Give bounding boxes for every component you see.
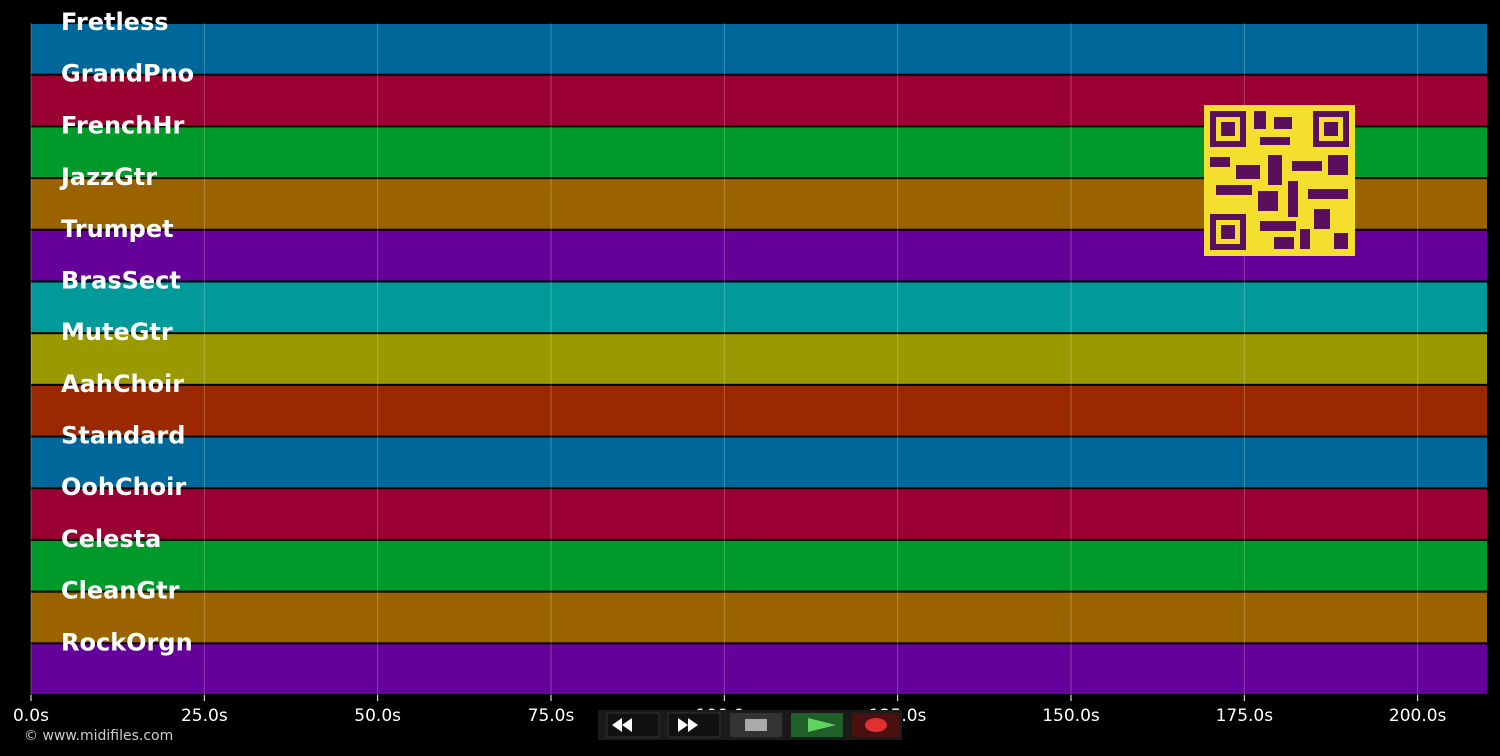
track-name: CleanGtr [61,577,180,605]
track-name: Trumpet [61,215,174,243]
track-name: FrenchHr [61,111,184,139]
stop-button[interactable] [730,713,782,737]
track-name: GrandPno [61,60,194,88]
track-labels: Fretless GrandPno FrenchHr JazzGtr Trumpet Br… [59,8,194,656]
track-lane [31,24,1487,74]
x-tick-label: 200.0s [1389,706,1447,726]
track-name: JazzGtr [59,163,157,191]
grid [30,23,1419,695]
x-tick-label: 50.0s [354,706,401,726]
track-lane [31,592,1487,643]
record-button[interactable] [852,713,900,737]
track-name: Celesta [61,525,161,553]
track-lane [31,540,1487,591]
transport-controls [598,710,902,740]
x-tick-label: 25.0s [181,706,228,726]
x-tick-label: 175.0s [1216,706,1274,726]
play-button[interactable] [791,713,843,737]
qr-code [1204,105,1355,256]
track-lane [31,437,1487,488]
track-lane [31,385,1487,436]
track-name: RockOrgn [61,628,193,656]
x-tick-label: 150.0s [1042,706,1100,726]
x-tick-label: 75.0s [528,706,575,726]
track-name: Fretless [61,8,169,36]
x-tick-label: 0.0s [13,706,49,726]
track-name: BrasSect [61,266,181,294]
track-name: MuteGtr [61,318,173,346]
track-name: OohChoir [61,473,186,501]
track-lane [31,282,1487,333]
rewind-button[interactable] [606,712,660,738]
footer-credit: © www.midifiles.com [24,728,173,744]
track-lane [31,644,1487,694]
track-name: Standard [61,422,185,450]
track-name: AahChoir [61,370,184,398]
track-lane [31,334,1487,384]
track-lane [31,489,1487,539]
fast-forward-button[interactable] [667,712,721,738]
